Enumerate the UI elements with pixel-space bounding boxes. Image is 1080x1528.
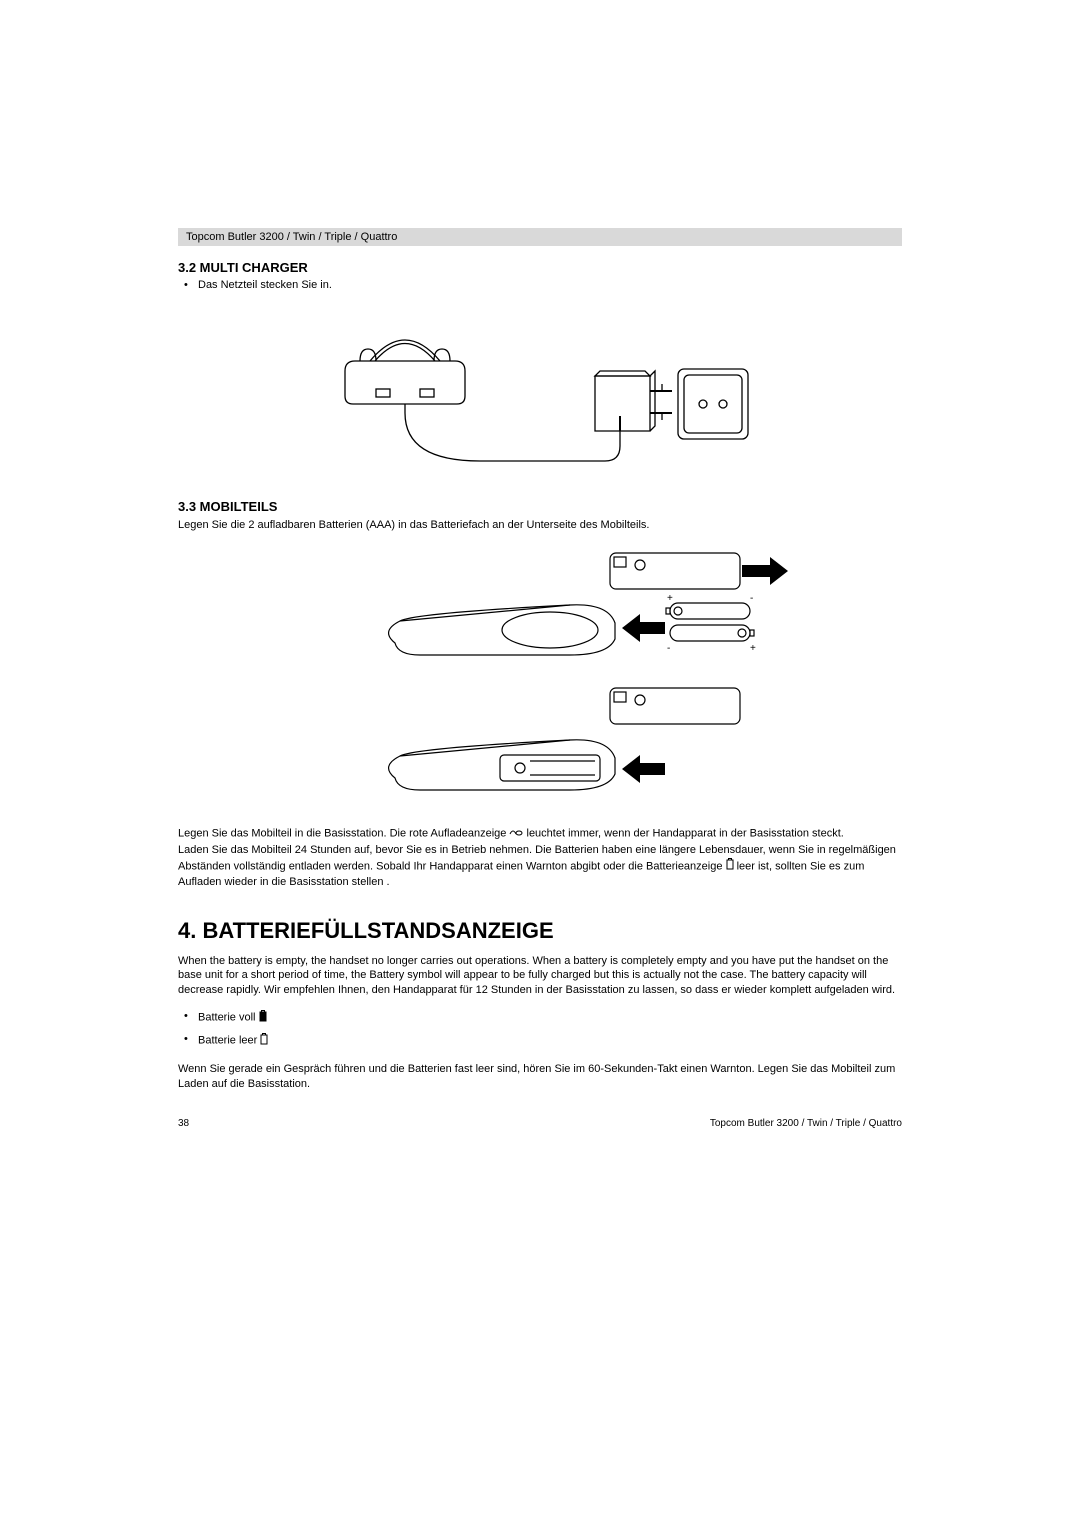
- chapter-4-para-1: When the battery is empty, the handset n…: [178, 954, 902, 999]
- chapter-4-para-2: Wenn Sie gerade ein Gespräch führen und …: [178, 1062, 902, 1092]
- bullet-battery-empty: Batterie leer: [198, 1033, 902, 1048]
- battery-full-icon: [259, 1010, 267, 1025]
- chapter-4-heading: 4. BATTERIEFÜLLSTANDSANZEIGE: [178, 918, 902, 944]
- handset-svg: + - - +: [290, 543, 790, 803]
- svg-text:-: -: [667, 643, 670, 654]
- bullet-battery-full: Batterie voll: [198, 1010, 902, 1025]
- svg-text:+: +: [667, 593, 673, 604]
- svg-text:-: -: [750, 593, 753, 604]
- charge-led-icon: [509, 826, 523, 841]
- footer-product: Topcom Butler 3200 / Twin / Triple / Qua…: [710, 1118, 902, 1129]
- footer-page-number: 38: [178, 1118, 189, 1129]
- para1-b: leuchtet immer, wenn der Handapparat in …: [527, 827, 844, 839]
- bullet-empty-text: Batterie leer: [198, 1034, 260, 1046]
- section-3-2-bullet: Das Netzteil stecken Sie in.: [198, 279, 902, 291]
- section-3-3-intro: Legen Sie die 2 aufladbaren Batterien (A…: [178, 518, 902, 533]
- svg-text:+: +: [750, 643, 756, 654]
- header-product-bar: Topcom Butler 3200 / Twin / Triple / Qua…: [178, 228, 902, 246]
- charger-svg: [300, 301, 780, 476]
- section-3-3-para-2: Laden Sie das Mobilteil 24 Stunden auf, …: [178, 843, 902, 890]
- header-product-text: Topcom Butler 3200 / Twin / Triple / Qua…: [186, 231, 397, 243]
- section-3-2-heading: 3.2 MULTI CHARGER: [178, 260, 902, 275]
- section-3-3-heading: 3.3 MOBILTEILS: [178, 499, 902, 514]
- battery-empty-icon-2: [260, 1033, 268, 1048]
- battery-empty-icon: [726, 858, 734, 875]
- section-3-3-para-1: Legen Sie das Mobilteil in die Basisstat…: [178, 826, 902, 841]
- bullet-full-text: Batterie voll: [198, 1011, 259, 1023]
- charger-diagram: [178, 301, 902, 481]
- handset-diagram: + - - +: [178, 543, 902, 808]
- para1-a: Legen Sie das Mobilteil in die Basisstat…: [178, 827, 509, 839]
